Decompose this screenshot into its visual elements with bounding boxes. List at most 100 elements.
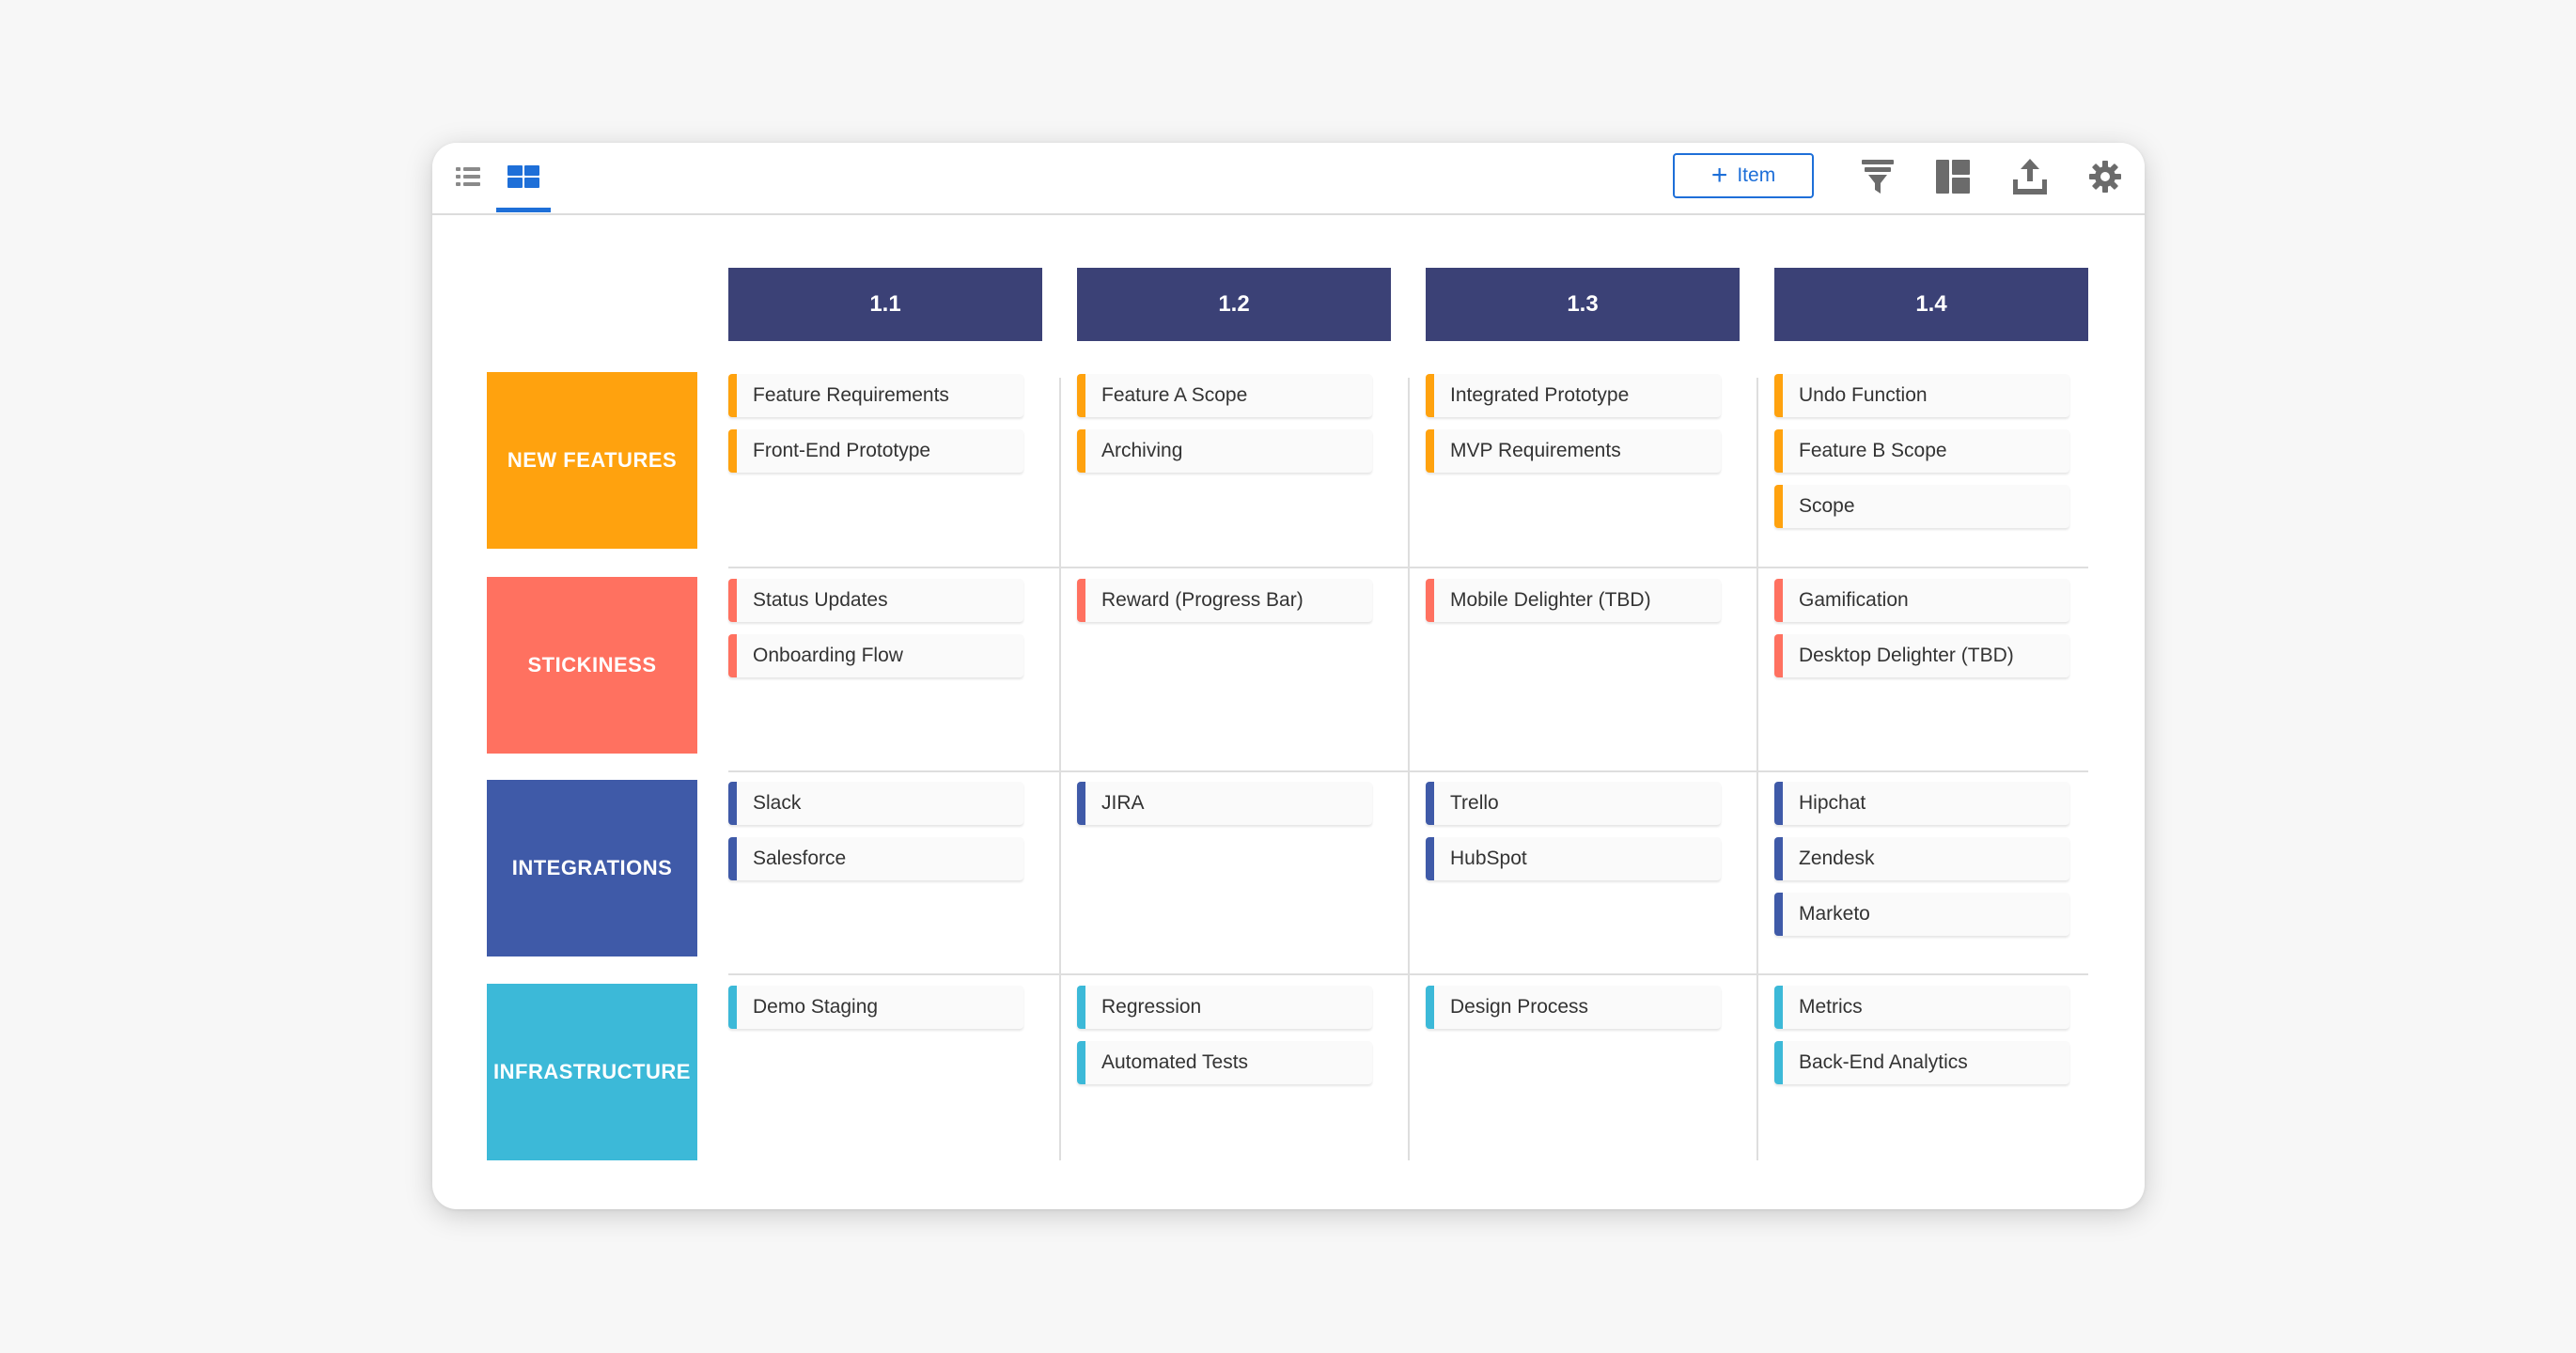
item-card[interactable]: HubSpot — [1426, 837, 1721, 880]
row-label-new-features: NEW FEATURES — [487, 372, 697, 549]
item-color-bar — [1426, 782, 1434, 825]
item-title: Archiving — [1101, 440, 1183, 461]
item-card[interactable]: Back-End Analytics — [1774, 1041, 2069, 1084]
item-color-bar — [1077, 374, 1085, 417]
toolbar: + Item — [432, 143, 2145, 215]
item-color-bar — [728, 634, 737, 677]
item-color-bar — [1774, 374, 1783, 417]
item-color-bar — [1077, 986, 1085, 1029]
item-title: Automated Tests — [1101, 1051, 1249, 1073]
column-divider — [1756, 378, 1758, 1160]
settings-button[interactable] — [2086, 158, 2124, 195]
item-card[interactable]: Feature A Scope — [1077, 374, 1372, 417]
item-color-bar — [1774, 837, 1783, 880]
add-item-button[interactable]: + Item — [1673, 153, 1814, 198]
item-title: Back-End Analytics — [1799, 1051, 1968, 1073]
item-title: Status Updates — [753, 589, 888, 611]
item-color-bar — [728, 579, 737, 622]
item-card[interactable]: Desktop Delighter (TBD) — [1774, 634, 2069, 677]
item-color-bar — [1774, 579, 1783, 622]
item-color-bar — [1077, 782, 1085, 825]
item-card[interactable]: Slack — [728, 782, 1023, 825]
item-title: JIRA — [1101, 792, 1145, 814]
filter-button[interactable] — [1859, 158, 1897, 195]
item-card[interactable]: Zendesk — [1774, 837, 2069, 880]
layout-button[interactable] — [1934, 158, 1972, 195]
item-title: Metrics — [1799, 996, 1863, 1018]
item-title: Regression — [1101, 996, 1202, 1018]
export-icon — [2013, 159, 2047, 194]
item-card[interactable]: Design Process — [1426, 986, 1721, 1029]
column-header-3: 1.3 — [1426, 268, 1740, 341]
item-card[interactable]: Hipchat — [1774, 782, 2069, 825]
item-color-bar — [1774, 634, 1783, 677]
item-color-bar — [1774, 986, 1783, 1029]
item-card[interactable]: Status Updates — [728, 579, 1023, 622]
item-color-bar — [1077, 1041, 1085, 1084]
list-view-button[interactable] — [449, 158, 487, 195]
item-title: Scope — [1799, 495, 1855, 517]
item-card[interactable]: Feature B Scope — [1774, 429, 2069, 473]
item-color-bar — [1774, 893, 1783, 936]
item-color-bar — [728, 374, 737, 417]
item-color-bar — [1426, 374, 1434, 417]
item-card[interactable]: Integrated Prototype — [1426, 374, 1721, 417]
item-card[interactable]: Automated Tests — [1077, 1041, 1372, 1084]
column-header-1: 1.1 — [728, 268, 1042, 341]
item-card[interactable]: Onboarding Flow — [728, 634, 1023, 677]
item-color-bar — [1426, 986, 1434, 1029]
item-card[interactable]: Metrics — [1774, 986, 2069, 1029]
item-title: Undo Function — [1799, 384, 1928, 406]
row-divider — [728, 567, 2088, 568]
add-item-label: Item — [1737, 164, 1776, 186]
row-label-infrastructure: INFRASTRUCTURE — [487, 984, 697, 1160]
item-color-bar — [1774, 485, 1783, 528]
item-color-bar — [1426, 429, 1434, 473]
item-card[interactable]: Marketo — [1774, 893, 2069, 936]
item-card[interactable]: Regression — [1077, 986, 1372, 1029]
item-title: Feature B Scope — [1799, 440, 1947, 461]
item-title: Onboarding Flow — [753, 645, 903, 666]
row-label-stickiness: STICKINESS — [487, 577, 697, 754]
item-card[interactable]: Salesforce — [728, 837, 1023, 880]
item-card[interactable]: MVP Requirements — [1426, 429, 1721, 473]
item-card[interactable]: Trello — [1426, 782, 1721, 825]
plus-icon: + — [1710, 160, 1728, 191]
item-title: Reward (Progress Bar) — [1101, 589, 1304, 611]
item-title: Desktop Delighter (TBD) — [1799, 645, 2014, 666]
item-color-bar — [1077, 579, 1085, 622]
item-card[interactable]: Archiving — [1077, 429, 1372, 473]
item-color-bar — [728, 429, 737, 473]
item-title: Demo Staging — [753, 996, 879, 1018]
item-title: Integrated Prototype — [1450, 384, 1630, 406]
item-card[interactable]: Reward (Progress Bar) — [1077, 579, 1372, 622]
item-title: Feature A Scope — [1101, 384, 1248, 406]
item-card[interactable]: Undo Function — [1774, 374, 2069, 417]
item-title: Marketo — [1799, 903, 1870, 925]
item-color-bar — [1426, 579, 1434, 622]
item-title: Front-End Prototype — [753, 440, 931, 461]
item-card[interactable]: Mobile Delighter (TBD) — [1426, 579, 1721, 622]
item-title: MVP Requirements — [1450, 440, 1621, 461]
item-color-bar — [1774, 1041, 1783, 1084]
item-title: Trello — [1450, 792, 1499, 814]
item-title: Design Process — [1450, 996, 1589, 1018]
roadmap-window: + Item — [432, 143, 2145, 1209]
item-card[interactable]: JIRA — [1077, 782, 1372, 825]
item-card[interactable]: Gamification — [1774, 579, 2069, 622]
item-card[interactable]: Demo Staging — [728, 986, 1023, 1029]
item-color-bar — [728, 837, 737, 880]
list-view-icon — [456, 167, 480, 186]
row-divider — [728, 770, 2088, 772]
item-card[interactable]: Front-End Prototype — [728, 429, 1023, 473]
item-card[interactable]: Scope — [1774, 485, 2069, 528]
item-color-bar — [1077, 429, 1085, 473]
layout-icon — [1936, 160, 1970, 194]
item-title: Slack — [753, 792, 802, 814]
export-button[interactable] — [2011, 158, 2049, 195]
item-color-bar — [1774, 429, 1783, 473]
item-title: Salesforce — [753, 848, 847, 869]
board-view-button[interactable] — [505, 158, 542, 195]
item-card[interactable]: Feature Requirements — [728, 374, 1023, 417]
item-title: Hipchat — [1799, 792, 1866, 814]
